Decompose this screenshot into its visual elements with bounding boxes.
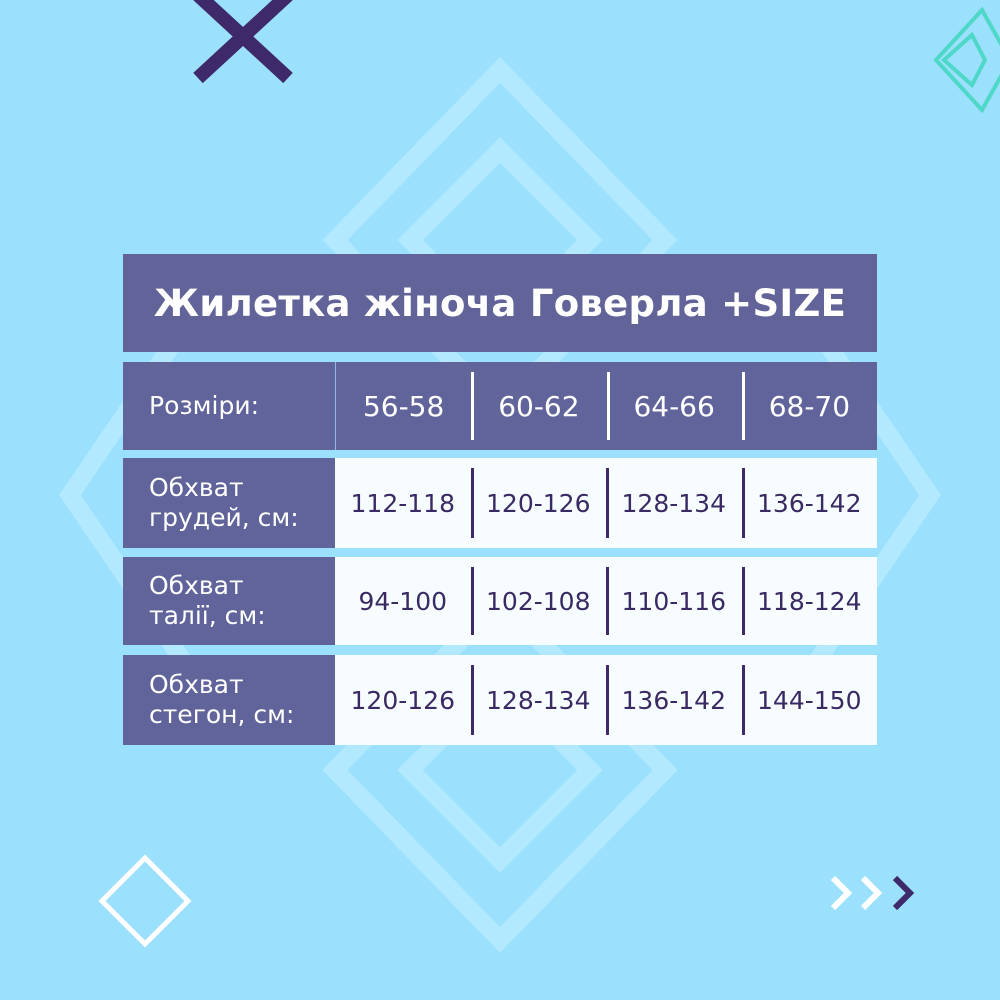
size-cell: 60-62 bbox=[471, 362, 606, 450]
label-line: стегон, см: bbox=[149, 700, 295, 729]
value-cell: 120-126 bbox=[470, 458, 607, 548]
x-icon bbox=[193, 0, 293, 84]
row-values: 94-100 102-108 110-116 118-124 bbox=[335, 557, 877, 645]
value-cell: 112-118 bbox=[350, 488, 455, 518]
label-line: Обхват bbox=[149, 473, 244, 502]
row-label: Розміри: bbox=[123, 362, 335, 450]
chart-title: Жилетка жіноча Говерла +SIZE bbox=[123, 254, 877, 352]
value-cell: 110-116 bbox=[606, 557, 742, 645]
value-cell: 94-100 bbox=[358, 586, 448, 616]
row-values: 112-118 120-126 128-134 136-142 bbox=[335, 458, 877, 548]
value-cell: 120-126 bbox=[350, 685, 455, 715]
size-header-row: Розміри: 56-58 60-62 64-66 68-70 bbox=[123, 362, 877, 450]
row-values: 120-126 128-134 136-142 144-150 bbox=[335, 655, 877, 745]
value-cell: 144-150 bbox=[741, 655, 878, 745]
diamond-outline-icon bbox=[98, 854, 192, 948]
label-line: Обхват bbox=[149, 571, 244, 600]
size-values: 56-58 60-62 64-66 68-70 bbox=[335, 362, 877, 450]
row-label: Обхват стегон, см: bbox=[123, 655, 335, 745]
size-cell: 68-70 bbox=[741, 362, 877, 450]
diamond-logo-icon bbox=[933, 6, 1000, 114]
value-cell: 118-124 bbox=[741, 557, 878, 645]
value-cell: 128-134 bbox=[606, 458, 742, 548]
label-line: Обхват bbox=[149, 670, 244, 699]
size-cell: 64-66 bbox=[606, 362, 742, 450]
row-label: Обхват талії, см: bbox=[123, 557, 335, 645]
chevrons-right-icon[interactable] bbox=[830, 875, 915, 911]
label-line: талії, см: bbox=[149, 601, 266, 630]
label-line: грудей, см: bbox=[149, 503, 299, 532]
table-row-chest: Обхват грудей, см: 112-118 120-126 128-13… bbox=[123, 458, 877, 548]
value-cell: 128-134 bbox=[470, 655, 607, 745]
table-row-waist: Обхват талії, см: 94-100 102-108 110-116 … bbox=[123, 557, 877, 645]
size-cell: 56-58 bbox=[362, 389, 445, 423]
value-cell: 102-108 bbox=[470, 557, 607, 645]
value-cell: 136-142 bbox=[741, 458, 878, 548]
value-cell: 136-142 bbox=[606, 655, 742, 745]
table-row-hips: Обхват стегон, см: 120-126 128-134 136-14… bbox=[123, 655, 877, 745]
row-label: Обхват грудей, см: bbox=[123, 458, 335, 548]
